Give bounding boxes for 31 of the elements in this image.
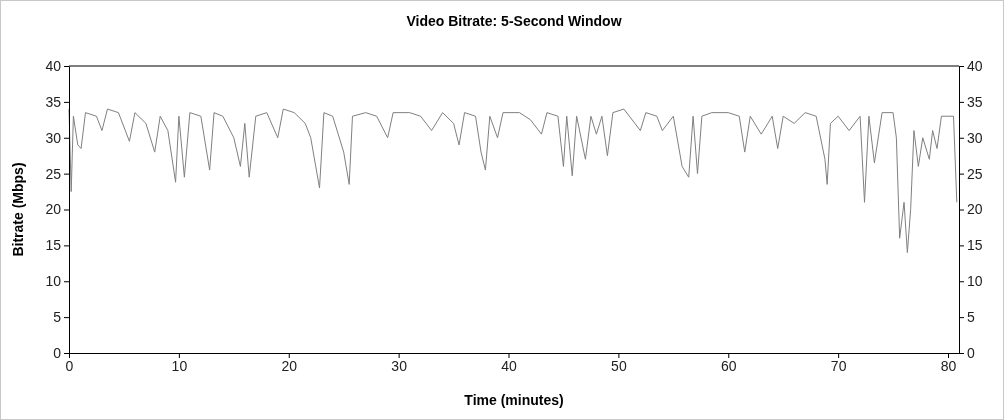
y2-tick-label: 0 <box>967 344 975 361</box>
x-tick-label: 10 <box>171 357 188 374</box>
x-axis-title: Time (minutes) <box>464 392 564 408</box>
x-tick-label: 70 <box>830 357 847 374</box>
y2-tick-label: 5 <box>967 309 975 326</box>
y-tick-label: 35 <box>45 93 62 110</box>
y2-tick-label: 35 <box>967 93 983 110</box>
y-tick-label: 0 <box>53 344 62 361</box>
y-tick-label: 15 <box>45 237 62 254</box>
x-tick-label: 40 <box>501 357 517 374</box>
x-tick-label: 80 <box>940 357 957 374</box>
y-tick-label: 30 <box>45 129 62 146</box>
y2-tick-label: 30 <box>967 129 983 146</box>
y-tick-label: 10 <box>45 273 62 290</box>
x-tick-label: 50 <box>611 357 627 374</box>
chart-title: Video Bitrate: 5-Second Window <box>406 13 622 29</box>
y-tick-label: 5 <box>53 309 62 326</box>
y2-tick-label: 25 <box>967 165 983 182</box>
y2-tick-label: 20 <box>967 201 983 218</box>
x-tick-label: 60 <box>720 357 737 374</box>
x-tick-label: 30 <box>391 357 408 374</box>
y2-tick-label: 40 <box>967 57 983 74</box>
y-axis-title: Bitrate (Mbps) <box>10 162 26 257</box>
y2-tick-label: 10 <box>967 273 983 290</box>
y-tick-label: 25 <box>45 165 62 182</box>
x-tick-label: 0 <box>65 357 74 374</box>
x-tick-label: 20 <box>281 357 298 374</box>
y-tick-label: 20 <box>45 201 62 218</box>
y2-tick-label: 15 <box>967 237 983 254</box>
line-series <box>68 108 958 254</box>
y-tick-label: 40 <box>45 57 62 74</box>
